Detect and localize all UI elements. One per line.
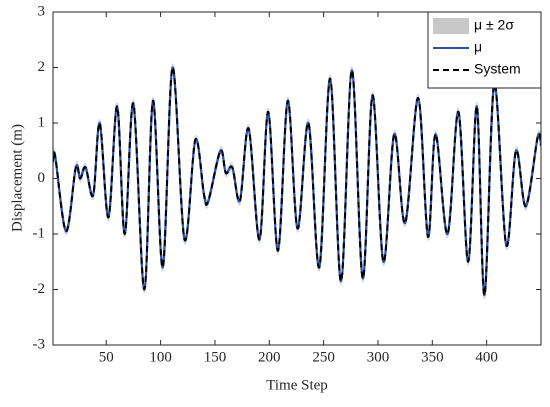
x-tick-label: 400: [475, 349, 498, 365]
x-tick-label: 200: [258, 349, 281, 365]
axes-box: [52, 11, 542, 346]
y-tick-label: 0: [38, 170, 46, 186]
x-tick-label: 250: [312, 349, 335, 365]
y-tick-label: -3: [33, 336, 46, 352]
y-axis-label: Displacement (m): [9, 124, 25, 232]
series-group: [53, 63, 541, 300]
y-tick-label: -2: [33, 281, 46, 297]
x-tick-label: 150: [204, 349, 227, 365]
line: [53, 66, 541, 297]
x-axis-label: Time Step: [266, 377, 328, 393]
x-tick-label: 350: [421, 349, 444, 365]
legend-swatch: [433, 18, 469, 34]
y-tick-label: 3: [38, 3, 46, 19]
x-tick-label: 50: [99, 349, 114, 365]
legend-label: μ: [474, 39, 482, 55]
y-tick-label: 2: [38, 59, 46, 75]
y-tick-label: 1: [38, 114, 46, 130]
x-tick-label: 300: [367, 349, 390, 365]
legend-label: μ ± 2σ: [474, 17, 514, 33]
legend-label: System: [474, 61, 521, 77]
x-tick-label: 100: [149, 349, 172, 365]
y-tick-label: -1: [33, 225, 46, 241]
